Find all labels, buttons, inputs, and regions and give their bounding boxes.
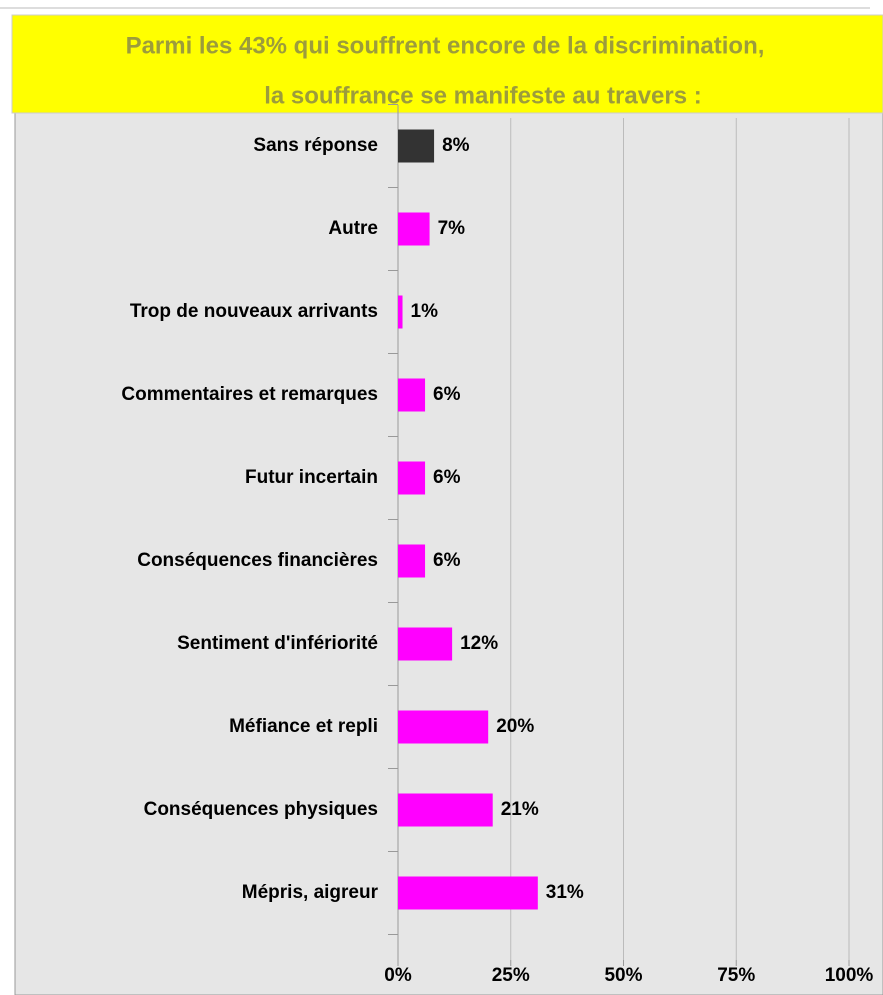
y-tick-label: Conséquences financières: [137, 550, 378, 571]
bar: [398, 793, 493, 827]
x-tick-label: 0%: [384, 965, 412, 986]
bar: [398, 710, 489, 744]
bar: [398, 378, 426, 412]
chart-title: Parmi les 43% qui souffrent encore de la…: [126, 32, 765, 59]
y-tick-label: Mépris, aigreur: [242, 882, 379, 903]
y-tick-label: Commentaires et remarques: [121, 384, 378, 405]
value-label: 8%: [442, 135, 470, 156]
value-label: 12%: [460, 633, 498, 654]
x-tick-label: 25%: [492, 965, 530, 986]
x-tick-label: 100%: [825, 965, 874, 986]
value-label: 31%: [546, 882, 584, 903]
y-tick-label: Sans réponse: [253, 135, 378, 156]
y-tick-label: Méfiance et repli: [229, 716, 378, 737]
chart-title: la souffrance se manifeste au travers :: [264, 82, 702, 109]
bar: [398, 129, 435, 163]
x-tick-label: 50%: [604, 965, 642, 986]
bar: [398, 295, 403, 329]
value-label: 6%: [433, 467, 461, 488]
bar: [398, 876, 538, 910]
y-tick-label: Trop de nouveaux arrivants: [130, 301, 378, 322]
value-label: 20%: [496, 716, 534, 737]
y-tick-label: Conséquences physiques: [144, 799, 378, 820]
value-label: 6%: [433, 550, 461, 571]
y-tick-label: Futur incertain: [245, 467, 378, 488]
y-tick-label: Autre: [328, 218, 378, 239]
bar: [398, 461, 426, 495]
y-tick-label: Sentiment d'infériorité: [177, 633, 378, 654]
value-label: 6%: [433, 384, 461, 405]
value-label: 7%: [438, 218, 466, 239]
plot-background: [14, 112, 883, 995]
value-label: 21%: [501, 799, 539, 820]
value-label: 1%: [411, 301, 439, 322]
bar: [398, 627, 453, 661]
title-box: [11, 14, 883, 114]
bar: [398, 544, 426, 578]
bar: [398, 212, 430, 246]
x-tick-label: 75%: [717, 965, 755, 986]
